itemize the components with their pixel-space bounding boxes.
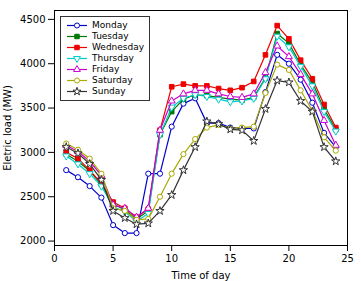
svg-text:2500: 2500 [20,191,45,202]
html-text:Tuesday: Tuesday [92,31,129,41]
svg-text:4500: 4500 [20,14,45,25]
html-text:Sunday: Sunday [92,86,126,96]
html-text:Thursday: Thursday [92,53,134,63]
html-text:Monday: Monday [92,20,128,30]
svg-text:2000: 2000 [20,235,45,246]
svg-text:15: 15 [224,253,237,264]
html-text:Friday: Friday [92,64,120,74]
svg-text:4000: 4000 [20,58,45,69]
svg-text:Eletric load (MW): Eletric load (MW) [2,85,13,171]
svg-text:20: 20 [283,253,296,264]
svg-text:3500: 3500 [20,102,45,113]
svg-text:Time of day: Time of day [171,270,231,281]
html-text:Saturday: Saturday [92,75,133,85]
svg-text:0: 0 [51,253,57,264]
svg-text:3000: 3000 [20,147,45,158]
svg-text:5: 5 [110,253,116,264]
svg-text:25: 25 [341,253,354,264]
html-text:Wednesday: Wednesday [92,42,145,52]
svg-text:10: 10 [165,253,178,264]
